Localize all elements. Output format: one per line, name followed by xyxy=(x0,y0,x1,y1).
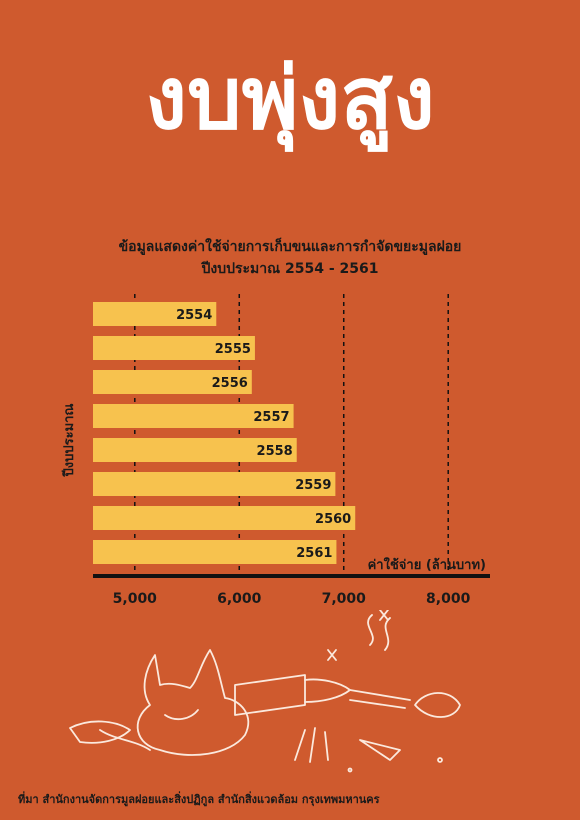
bar-label-2560: 2560 xyxy=(315,512,351,527)
x-tick-labels: 5,000 6,000 7,000 8,000 xyxy=(113,591,471,607)
bar-2560 xyxy=(93,506,356,530)
source-credit: ที่มา สำนักงานจัดการมูลฝอยและสิ่งปฏิกูล … xyxy=(18,793,380,806)
bar-label-2558: 2558 xyxy=(257,444,293,459)
bars: 2554 2555 2556 2557 2558 2559 2560 2561 xyxy=(93,302,356,564)
budget-bar-chart: 2554 2555 2556 2557 2558 2559 2560 2561 5,000 6,… xyxy=(61,294,490,607)
bar-2556 xyxy=(93,370,252,394)
bar-label-2554: 2554 xyxy=(176,308,212,323)
bar-2558 xyxy=(93,438,297,462)
bar-2557 xyxy=(93,404,294,428)
subtitle-line-1: ข้อมูลแสดงค่าใช้จ่ายการเก็บขนและการกำจัด… xyxy=(118,239,462,255)
x-tick-label: 8,000 xyxy=(426,591,471,607)
garbage-doodle-illustration xyxy=(69,610,461,773)
bar-label-2559: 2559 xyxy=(295,478,331,493)
y-axis-title: ปีงบประมาณ xyxy=(61,404,77,478)
chart-subtitle: ข้อมูลแสดงค่าใช้จ่ายการเก็บขนและการกำจัด… xyxy=(0,236,580,280)
plastic-bag-icon xyxy=(136,649,250,756)
bar-label-2561: 2561 xyxy=(296,546,332,561)
x-axis-title: ค่าใช้จ่าย (ล้านบาท) xyxy=(368,556,486,573)
subtitle-line-2: ปีงบประมาณ 2554 - 2561 xyxy=(201,261,379,277)
x-tick-label: 6,000 xyxy=(217,591,262,607)
bar-label-2555: 2555 xyxy=(215,342,251,357)
bar-2555 xyxy=(93,336,255,360)
x-tick-label: 7,000 xyxy=(322,591,367,607)
bar-label-2557: 2557 xyxy=(253,410,289,425)
bar-label-2556: 2556 xyxy=(212,376,248,391)
bottle-icon xyxy=(234,674,306,716)
bar-2559 xyxy=(93,472,336,496)
x-tick-label: 5,000 xyxy=(113,591,158,607)
bar-2554 xyxy=(93,302,217,326)
bar-2561 xyxy=(93,540,337,564)
page-title: งบพุ่งสูง xyxy=(145,49,435,149)
